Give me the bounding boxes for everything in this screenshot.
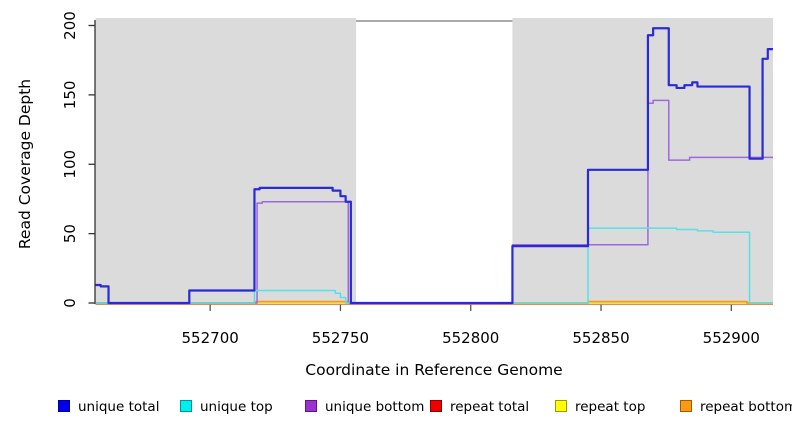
y-tick-label: 150 [61,81,79,110]
legend-label: repeat total [450,399,530,415]
x-tick-label: 552700 [182,329,239,347]
legend-swatch-repeat-bottom [680,400,692,412]
series-unique-bottom-line [95,99,773,304]
legend-item-repeat-bottom: repeat bottom [680,399,792,415]
series-unique-total-line [95,27,773,305]
legend-item-unique-bottom: unique bottom [305,399,424,415]
x-tick-label: 552800 [442,329,499,347]
y-axis-title: Read Coverage Depth [16,78,34,250]
legend-swatch-unique-bottom [305,400,317,412]
x-tick-label: 552850 [572,329,629,347]
series-unique-top-line [95,227,773,304]
legend-item-repeat-total: repeat total [430,399,529,415]
legend-label: repeat bottom [700,399,792,415]
legend-label: repeat top [575,399,646,415]
legend-swatch-unique-top [180,400,192,412]
legend: unique total unique top unique bottom repea… [0,399,792,419]
legend-swatch-repeat-total [430,400,442,412]
legend-item-unique-top: unique top [180,399,273,415]
x-axis-title: Coordinate in Reference Genome [305,361,563,379]
legend-label: unique bottom [325,399,425,415]
legend-swatch-repeat-top [555,400,567,412]
legend-item-repeat-top: repeat top [555,399,645,415]
shaded-region [95,18,357,303]
legend-label: unique top [200,399,273,415]
x-tick-label: 552750 [312,329,369,347]
legend-item-unique-total: unique total [58,399,159,415]
y-tick-label: 0 [61,298,79,308]
y-tick-label: 200 [61,11,79,40]
legend-label: unique total [78,399,160,415]
shaded-region [512,18,773,303]
x-tick-label: 552900 [703,329,760,347]
y-tick-label: 100 [61,150,79,179]
y-tick-label: 50 [61,224,79,243]
legend-swatch-unique-total [58,400,70,412]
